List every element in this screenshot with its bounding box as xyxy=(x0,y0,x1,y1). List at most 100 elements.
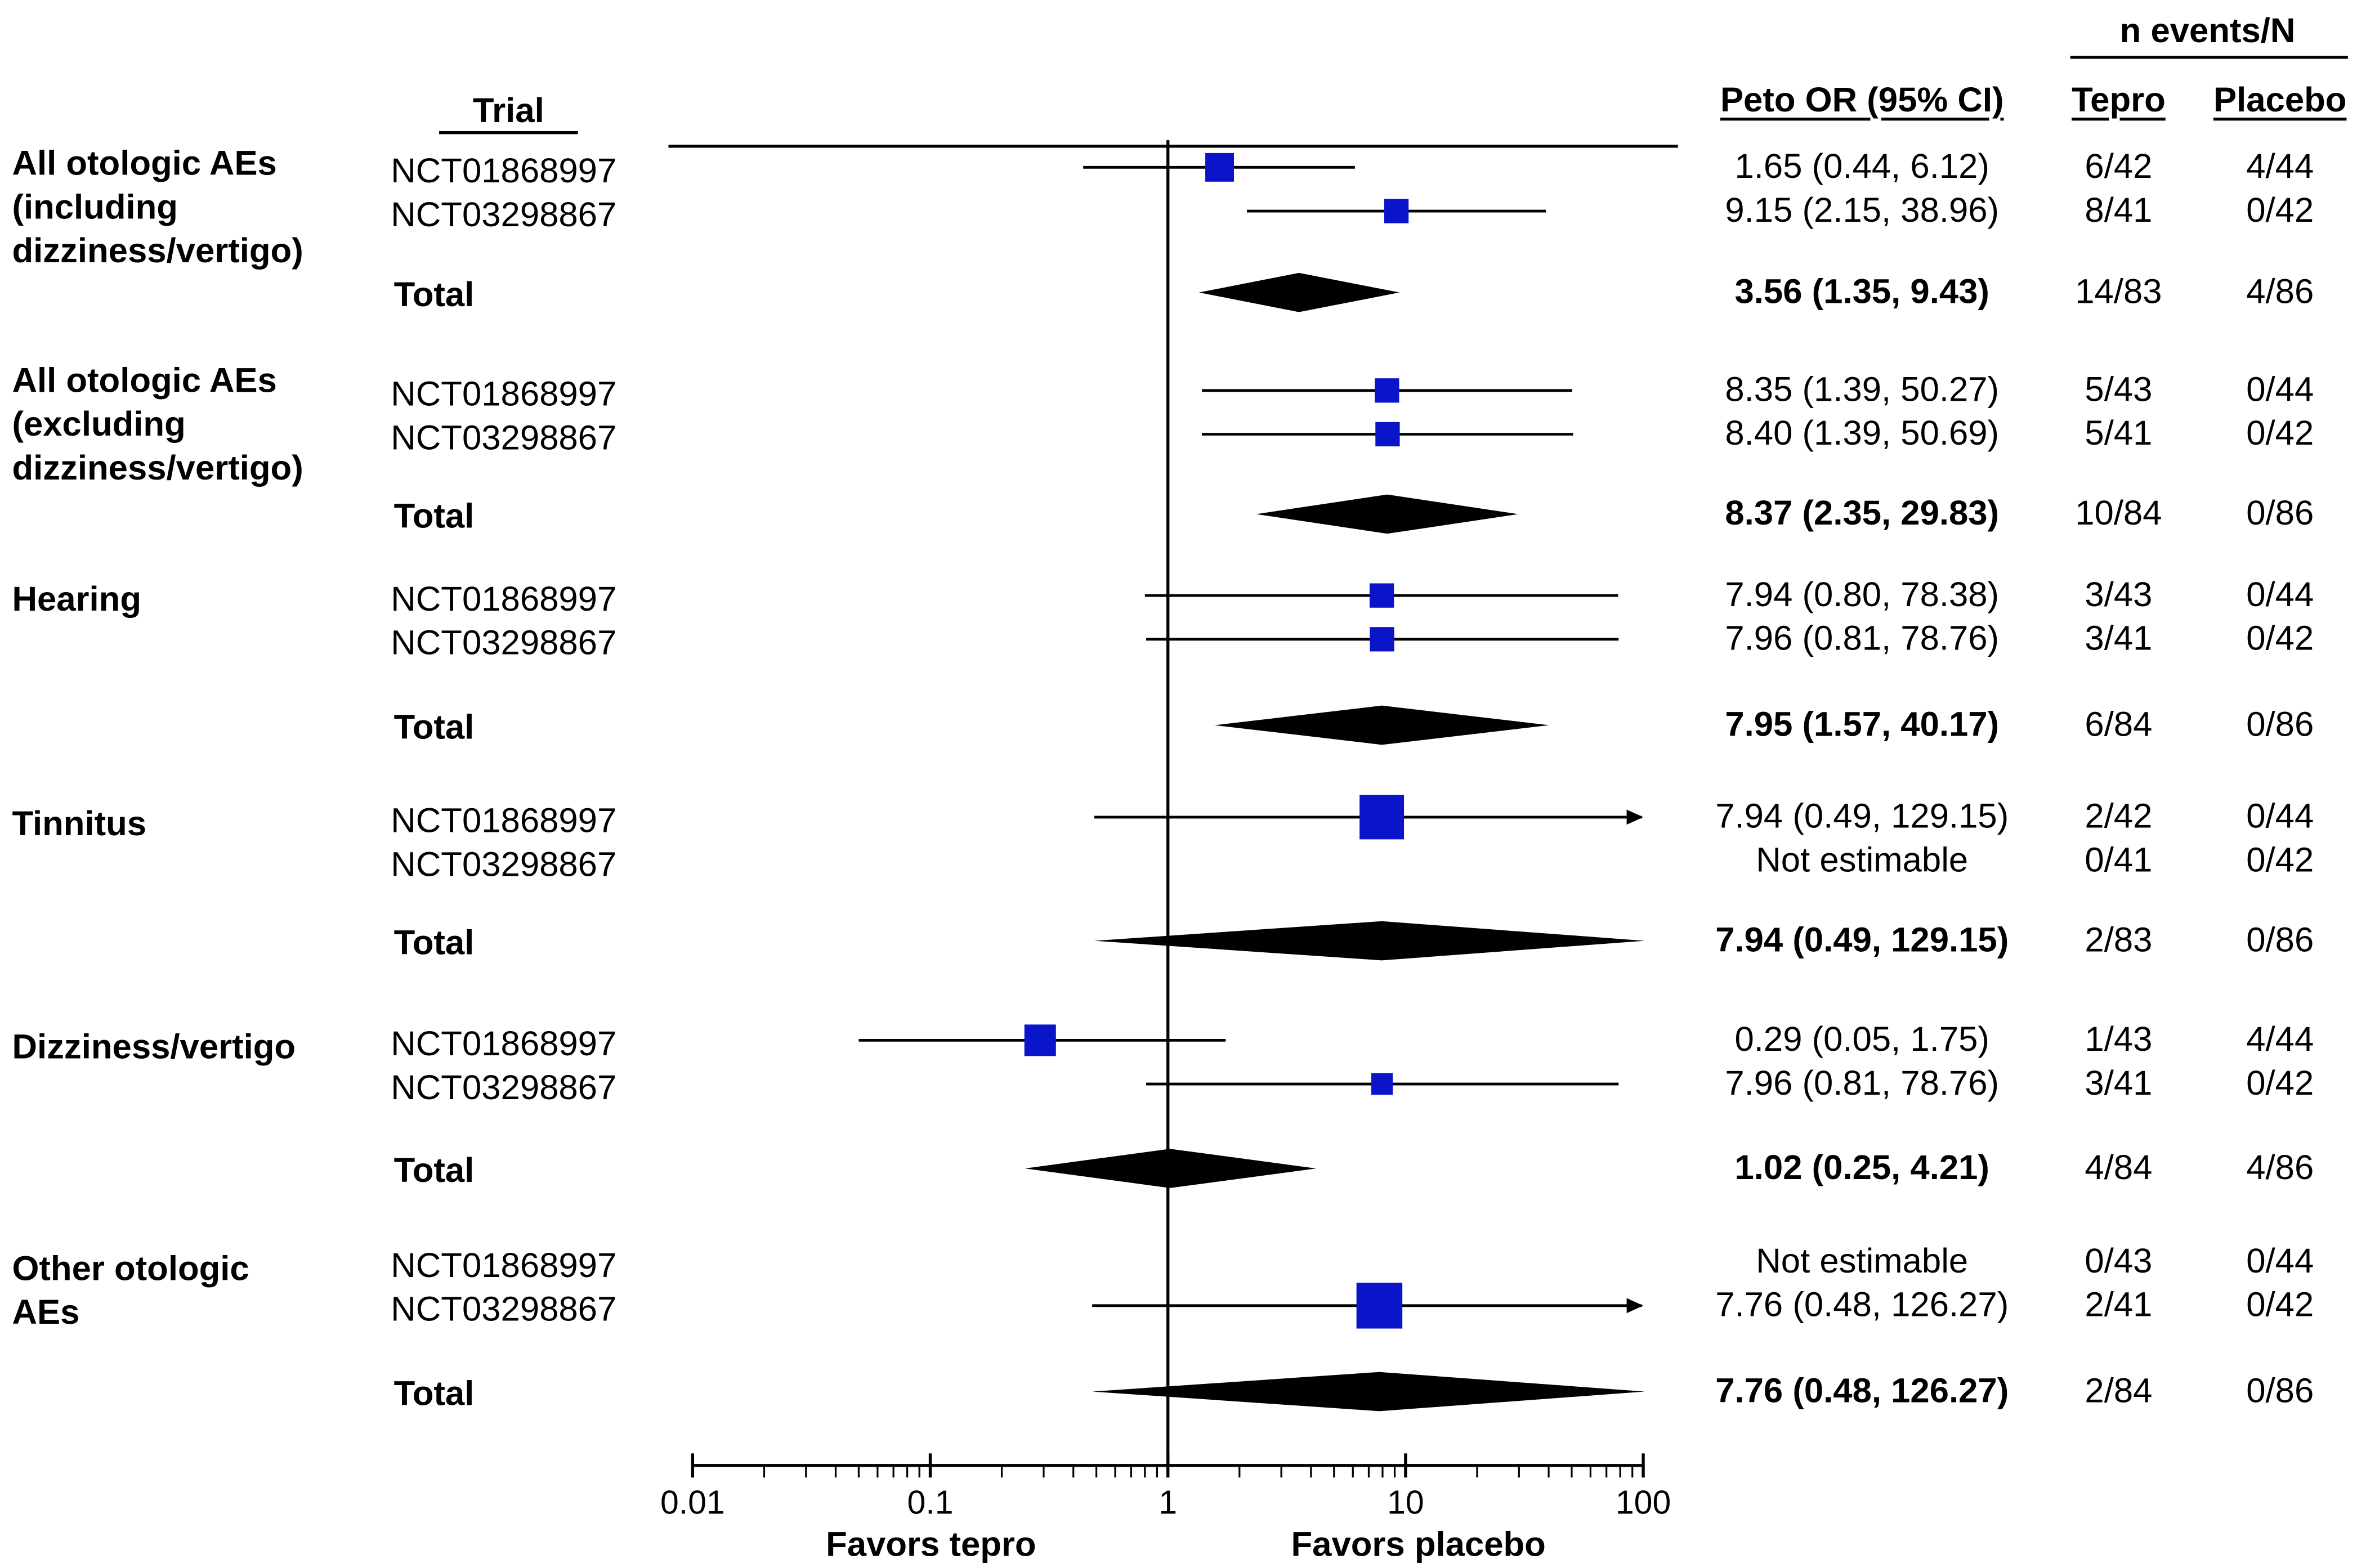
peto-or-ci-value: 7.96 (0.81, 78.76) xyxy=(1725,618,2000,657)
total-placebo-events: 0/86 xyxy=(2246,704,2314,743)
total-peto-or-ci: 7.76 (0.48, 126.27) xyxy=(1715,1370,2009,1410)
tepro-events: 5/41 xyxy=(2085,413,2153,453)
total-peto-or-ci: 1.02 (0.25, 4.21) xyxy=(1734,1147,1989,1187)
tepro-events: 1/43 xyxy=(2085,1019,2153,1059)
group-label-line: Tinnitus xyxy=(12,803,147,843)
pooled-estimate-diamond xyxy=(1092,1372,1645,1412)
tepro-events: 6/42 xyxy=(2085,146,2153,186)
placebo-events: 4/44 xyxy=(2246,146,2314,186)
total-placebo-events: 4/86 xyxy=(2246,271,2314,311)
trial-name: NCT01868997 xyxy=(391,150,617,190)
peto-or-ci-value: Not estimable xyxy=(1756,840,1969,879)
group-label-line: Hearing xyxy=(12,579,142,619)
group-label-line: Dizziness/vertigo xyxy=(12,1027,296,1066)
trial-name: NCT03298867 xyxy=(391,418,617,457)
placebo-events: 0/42 xyxy=(2246,1063,2314,1103)
trial-name: NCT03298867 xyxy=(391,1067,617,1107)
tepro-events: 0/43 xyxy=(2085,1240,2153,1280)
tepro-events: 0/41 xyxy=(2085,840,2153,879)
study-estimate-square xyxy=(1375,378,1399,403)
peto-or-ci-value: 8.40 (1.39, 50.69) xyxy=(1725,413,2000,453)
placebo-events: 0/42 xyxy=(2246,190,2314,230)
total-placebo-events: 4/86 xyxy=(2246,1147,2314,1187)
tepro-events: 3/41 xyxy=(2085,1063,2153,1103)
group-label-line: (excluding xyxy=(12,404,186,443)
tepro-events: 8/41 xyxy=(2085,190,2153,230)
peto-or-ci-value: 1.65 (0.44, 6.12) xyxy=(1734,146,1989,186)
placebo-column-header: Placebo xyxy=(2213,79,2347,119)
total-tepro-events: 6/84 xyxy=(2085,704,2153,743)
total-placebo-events: 0/86 xyxy=(2246,1370,2314,1410)
total-label: Total xyxy=(393,496,475,535)
tepro-events: 5/43 xyxy=(2085,369,2153,409)
pooled-estimate-diamond xyxy=(1214,705,1549,745)
study-estimate-square xyxy=(1371,1073,1393,1095)
total-peto-or-ci: 7.95 (1.57, 40.17) xyxy=(1725,704,2000,743)
peto-or-ci-value: 7.96 (0.81, 78.76) xyxy=(1725,1063,2000,1103)
peto-or-ci-value: 8.35 (1.39, 50.27) xyxy=(1725,369,2000,409)
trial-name: NCT01868997 xyxy=(391,579,617,619)
total-placebo-events: 0/86 xyxy=(2246,492,2314,532)
peto-or-ci-value: Not estimable xyxy=(1756,1240,1969,1280)
placebo-events: 0/42 xyxy=(2246,618,2314,657)
placebo-events: 0/44 xyxy=(2246,796,2314,836)
total-label: Total xyxy=(393,1373,475,1413)
pooled-estimate-diamond xyxy=(1256,494,1519,534)
study-estimate-square xyxy=(1356,1283,1403,1329)
study-estimate-square xyxy=(1369,583,1394,608)
total-label: Total xyxy=(393,922,475,962)
study-estimate-square xyxy=(1384,199,1409,223)
study-estimate-square xyxy=(1359,795,1405,840)
group-label-line: AEs xyxy=(12,1292,80,1332)
n-events-header: n events/N xyxy=(2119,10,2296,50)
total-label: Total xyxy=(393,1150,475,1190)
placebo-events: 0/42 xyxy=(2246,1284,2314,1324)
placebo-events: 0/42 xyxy=(2246,840,2314,879)
group-label-line: All otologic AEs xyxy=(12,143,277,183)
trial-name: NCT03298867 xyxy=(391,1289,617,1329)
trial-name: NCT01868997 xyxy=(391,1245,617,1285)
placebo-events: 0/44 xyxy=(2246,574,2314,614)
peto-or-ci-value: 9.15 (2.15, 38.96) xyxy=(1725,190,2000,230)
trial-name: NCT01868997 xyxy=(391,1023,617,1063)
trial-column-header: Trial xyxy=(472,90,544,130)
pooled-estimate-diamond xyxy=(1094,921,1645,961)
pooled-estimate-diamond xyxy=(1198,272,1400,312)
total-tepro-events: 4/84 xyxy=(2085,1147,2153,1187)
trial-name: NCT03298867 xyxy=(391,622,617,662)
tepro-events: 3/43 xyxy=(2085,574,2153,614)
total-peto-or-ci: 8.37 (2.35, 29.83) xyxy=(1725,492,2000,532)
peto-or-ci-value: 7.94 (0.49, 129.15) xyxy=(1715,796,2009,836)
pooled-estimate-diamond xyxy=(1025,1149,1317,1188)
placebo-events: 0/44 xyxy=(2246,369,2314,409)
total-peto-or-ci: 3.56 (1.35, 9.43) xyxy=(1734,271,1989,311)
x-axis-tick-label: 100 xyxy=(1615,1483,1671,1521)
trial-name: NCT01868997 xyxy=(391,374,617,413)
study-estimate-square xyxy=(1205,153,1234,182)
total-label: Total xyxy=(393,707,475,747)
trial-name: NCT03298867 xyxy=(391,844,617,884)
favors-tepro-label: Favors tepro xyxy=(826,1524,1036,1563)
favors-placebo-label: Favors placebo xyxy=(1291,1524,1546,1563)
tepro-column-header: Tepro xyxy=(2072,79,2166,119)
tepro-events: 3/41 xyxy=(2085,618,2153,657)
group-label-line: dizziness/vertigo) xyxy=(12,447,303,487)
group-label-line: All otologic AEs xyxy=(12,360,277,400)
total-label: Total xyxy=(393,274,475,314)
group-label-line: Other otologic xyxy=(12,1248,249,1288)
study-estimate-square xyxy=(1375,422,1400,447)
total-tepro-events: 10/84 xyxy=(2075,492,2162,532)
x-axis-tick-label: 1 xyxy=(1159,1483,1178,1521)
placebo-events: 0/42 xyxy=(2246,413,2314,453)
trial-name: NCT03298867 xyxy=(391,194,617,234)
x-axis-tick-label: 10 xyxy=(1387,1483,1424,1521)
peto-or-ci-value: 0.29 (0.05, 1.75) xyxy=(1734,1019,1989,1059)
peto-or-ci-value: 7.76 (0.48, 126.27) xyxy=(1715,1284,2009,1324)
x-axis-tick-label: 0.01 xyxy=(660,1483,725,1521)
trial-name: NCT01868997 xyxy=(391,800,617,840)
placebo-events: 4/44 xyxy=(2246,1019,2314,1059)
placebo-events: 0/44 xyxy=(2246,1240,2314,1280)
x-axis-tick-label: 0.1 xyxy=(907,1483,954,1521)
group-label-line: dizziness/vertigo) xyxy=(12,230,303,270)
